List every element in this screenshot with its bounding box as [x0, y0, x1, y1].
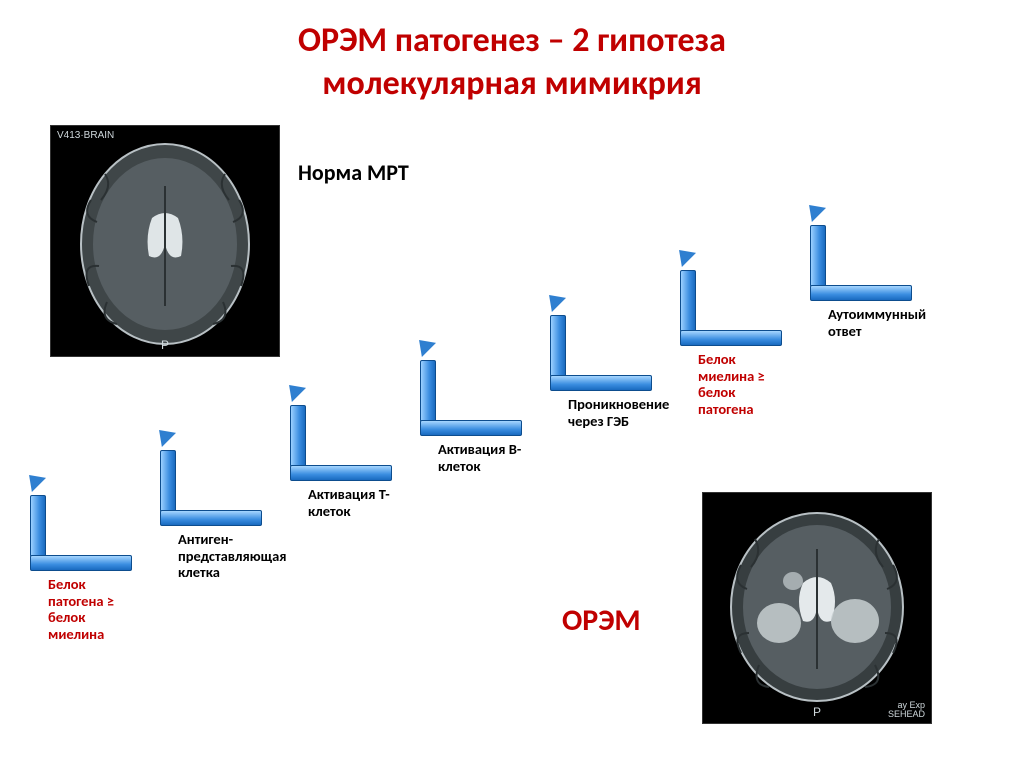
- mri-p-label: P: [161, 338, 169, 352]
- step-vbar: [550, 315, 566, 377]
- step-vbar: [810, 225, 826, 287]
- step-arrow-icon: [282, 378, 306, 402]
- mri-normal-label: Норма МРТ: [298, 159, 409, 186]
- mri-normal-image: V413·BRAIN P: [50, 125, 280, 357]
- step-arrow-icon: [542, 288, 566, 312]
- step-label: Белок миелина ≥ белок патогена: [698, 351, 788, 418]
- orem-label: ОРЭМ: [562, 602, 641, 639]
- step-label: Активация В-клеток: [438, 441, 528, 474]
- step-arrow-icon: [152, 423, 176, 447]
- mri-normal-svg: [51, 126, 279, 356]
- step-vbar: [680, 270, 696, 332]
- step-arrow-icon: [672, 243, 696, 267]
- step-hbar: [160, 510, 262, 526]
- step-arrow-icon: [412, 333, 436, 357]
- step-label: Активация Т-клеток: [308, 486, 398, 519]
- mri-normal-id-text: V413·BRAIN: [57, 130, 114, 141]
- title-line-2: молекулярная мимикрия: [322, 63, 702, 104]
- step-vbar: [30, 495, 46, 557]
- step-vbar: [420, 360, 436, 422]
- page-title: ОРЭМ патогенез – 2 гипотеза молекулярная…: [0, 0, 1024, 105]
- mri-orem-svg: [703, 493, 931, 723]
- step-vbar: [290, 405, 306, 467]
- step-hbar: [810, 285, 912, 301]
- mri-orem-p-label: P: [813, 705, 821, 719]
- step-hbar: [550, 375, 652, 391]
- step-label: Антиген-представляющая клетка: [178, 531, 268, 581]
- mri-orem-corner-text: ay ExpSEHEAD: [888, 701, 925, 719]
- step-label: Белок патогена ≥ белок миелина: [48, 576, 138, 643]
- step-hbar: [420, 420, 522, 436]
- step-arrow-icon: [802, 198, 826, 222]
- step-vbar: [160, 450, 176, 512]
- title-line-1: ОРЭМ патогенез – 2 гипотеза: [298, 20, 726, 61]
- mri-orem-image: P ay ExpSEHEAD: [702, 492, 932, 724]
- step-arrow-icon: [22, 468, 46, 492]
- step-label: Проникновение через ГЭБ: [568, 396, 658, 429]
- step-hbar: [30, 555, 132, 571]
- step-label: Аутоиммунный ответ: [828, 306, 918, 339]
- step-hbar: [290, 465, 392, 481]
- step-hbar: [680, 330, 782, 346]
